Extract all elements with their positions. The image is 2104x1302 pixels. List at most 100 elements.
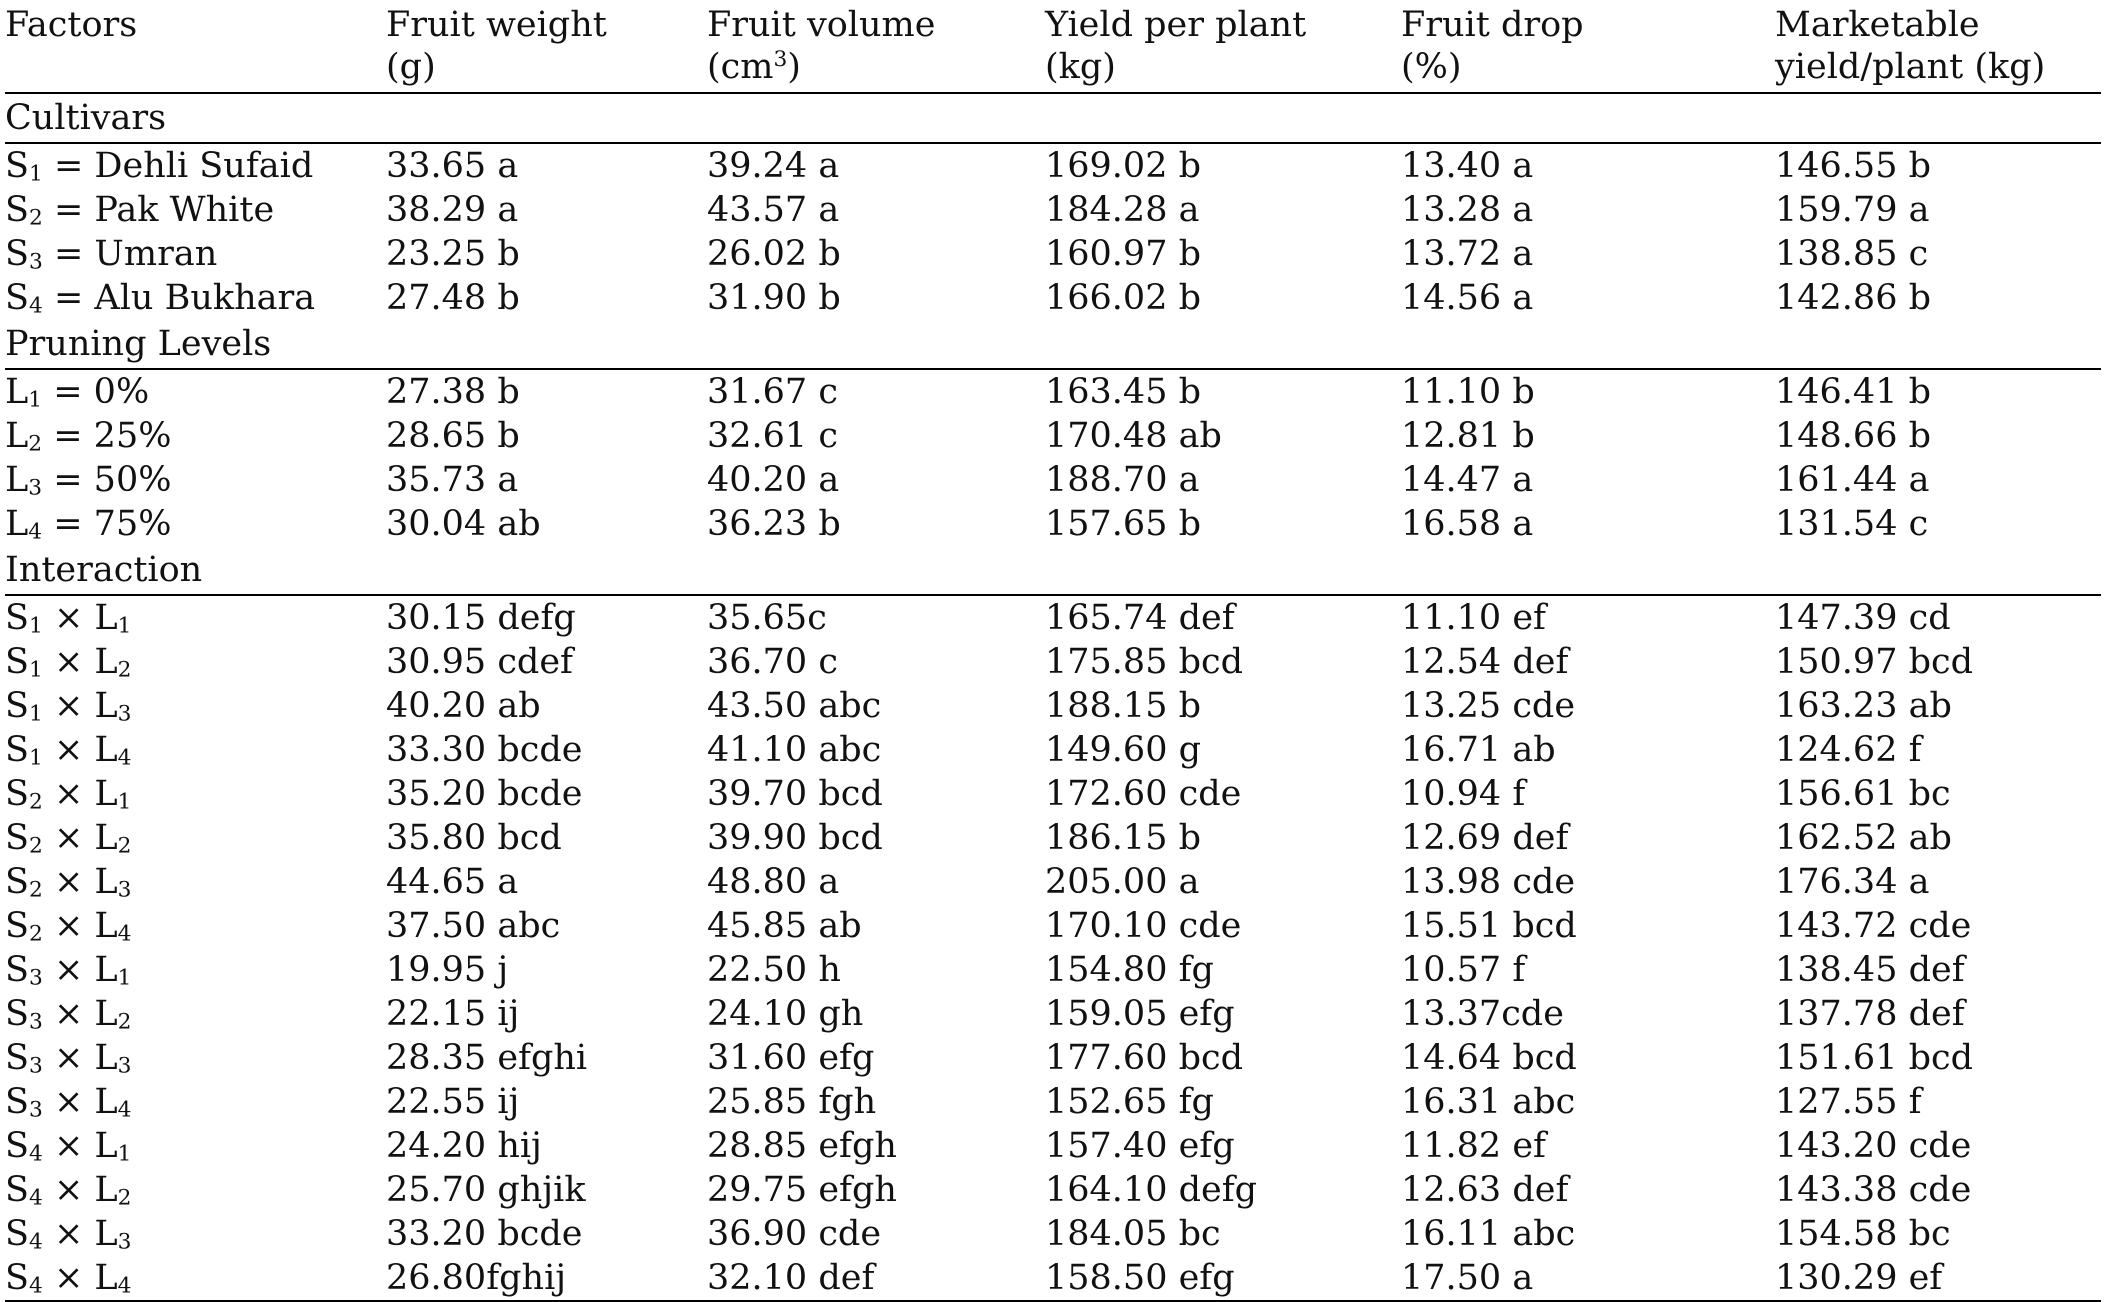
- value-cell: 39.24 a: [707, 146, 840, 186]
- value-cell: 169.02 b: [1045, 146, 1201, 186]
- value-cell: 48.80 a: [707, 862, 840, 902]
- table-row: S1 × L4 33.30 bcde 41.10 abc 149.60 g 16.71 …: [5, 728, 2101, 772]
- value-cell: 27.48 b: [386, 278, 520, 318]
- column-header-line2: (kg): [1045, 47, 1116, 87]
- factor-cell: L1 = 0%: [5, 372, 150, 413]
- value-cell: 13.28 a: [1401, 190, 1534, 230]
- value-cell: 35.20 bcde: [386, 774, 583, 814]
- value-cell: 16.71 ab: [1401, 730, 1556, 770]
- value-cell: 30.04 ab: [386, 504, 541, 544]
- column-header-line2: (cm3): [707, 47, 801, 87]
- value-cell: 26.80fghij: [386, 1258, 567, 1298]
- table-row: S4 = Alu Bukhara 27.48 b 31.90 b 166.02 b 14…: [5, 276, 2101, 320]
- table-row: L3 = 50% 35.73 a 40.20 a 188.70 a 14.47 a 161…: [5, 458, 2101, 502]
- value-cell: 172.60 cde: [1045, 774, 1242, 814]
- table-row: S1 × L3 40.20 ab 43.50 abc 188.15 b 13.25 cd…: [5, 684, 2101, 728]
- value-cell: 147.39 cd: [1775, 598, 1951, 638]
- value-cell: 127.55 f: [1775, 1082, 1922, 1122]
- value-cell: 161.44 a: [1775, 460, 1930, 500]
- value-cell: 160.97 b: [1045, 234, 1201, 274]
- section-title: Cultivars: [5, 98, 167, 138]
- factor-cell: S1 × L1: [5, 598, 132, 639]
- factor-cell: S4 = Alu Bukhara: [5, 278, 316, 319]
- value-cell: 15.51 bcd: [1401, 906, 1577, 946]
- factor-cell: L2 = 25%: [5, 416, 172, 457]
- section-heading-row: Cultivars: [5, 93, 2101, 143]
- factor-cell: S3 × L1: [5, 950, 132, 991]
- column-header-line2: (g): [386, 47, 436, 87]
- value-cell: 35.73 a: [386, 460, 519, 500]
- value-cell: 24.10 gh: [707, 994, 864, 1034]
- value-cell: 186.15 b: [1045, 818, 1201, 858]
- factor-cell: S3 × L4: [5, 1082, 132, 1123]
- value-cell: 39.70 bcd: [707, 774, 883, 814]
- value-cell: 23.25 b: [386, 234, 520, 274]
- value-cell: 184.05 bc: [1045, 1214, 1221, 1254]
- value-cell: 24.20 hij: [386, 1126, 542, 1166]
- factor-cell: S3 × L3: [5, 1038, 132, 1079]
- column-header-line1: Factors: [5, 5, 138, 45]
- results-table-container: Factors Fruit weight (g) Fruit volume (cm3) Y…: [5, 4, 2101, 1302]
- value-cell: 157.40 efg: [1045, 1126, 1235, 1166]
- value-cell: 31.67 c: [707, 372, 838, 412]
- value-cell: 14.64 bcd: [1401, 1038, 1577, 1078]
- value-cell: 137.78 def: [1775, 994, 1965, 1034]
- table-row: L1 = 0% 27.38 b 31.67 c 163.45 b 11.10 b 146.…: [5, 369, 2101, 414]
- column-header: Fruit volume (cm3): [707, 4, 1045, 93]
- value-cell: 33.65 a: [386, 146, 519, 186]
- factor-cell: S2 × L3: [5, 862, 132, 903]
- value-cell: 12.54 def: [1401, 642, 1569, 682]
- value-cell: 35.65c: [707, 598, 827, 638]
- value-cell: 164.10 defg: [1045, 1170, 1258, 1210]
- value-cell: 12.63 def: [1401, 1170, 1569, 1210]
- results-table: Factors Fruit weight (g) Fruit volume (cm3) Y…: [5, 4, 2101, 1302]
- value-cell: 151.61 bcd: [1775, 1038, 1974, 1078]
- section-title: Interaction: [5, 550, 203, 590]
- value-cell: 22.55 ij: [386, 1082, 520, 1122]
- value-cell: 40.20 a: [707, 460, 840, 500]
- value-cell: 14.47 a: [1401, 460, 1534, 500]
- value-cell: 157.65 b: [1045, 504, 1201, 544]
- table-header: Factors Fruit weight (g) Fruit volume (cm3) Y…: [5, 4, 2101, 93]
- value-cell: 35.80 bcd: [386, 818, 562, 858]
- factor-cell: S1 × L4: [5, 730, 132, 771]
- value-cell: 163.23 ab: [1775, 686, 1952, 726]
- factor-cell: S2 × L4: [5, 906, 132, 947]
- factor-cell: S2 × L2: [5, 818, 132, 859]
- factor-cell: S1 × L3: [5, 686, 132, 727]
- value-cell: 29.75 efgh: [707, 1170, 897, 1210]
- factor-cell: S1 × L2: [5, 642, 132, 683]
- value-cell: 36.23 b: [707, 504, 841, 544]
- value-cell: 37.50 abc: [386, 906, 561, 946]
- value-cell: 45.85 ab: [707, 906, 862, 946]
- value-cell: 33.30 bcde: [386, 730, 583, 770]
- table-row: S2 = Pak White 38.29 a 43.57 a 184.28 a 13.2…: [5, 188, 2101, 232]
- table-row: S4 × L3 33.20 bcde 36.90 cde 184.05 bc 16.11…: [5, 1212, 2101, 1256]
- value-cell: 10.94 f: [1401, 774, 1526, 814]
- value-cell: 17.50 a: [1401, 1258, 1534, 1298]
- value-cell: 13.40 a: [1401, 146, 1534, 186]
- value-cell: 28.85 efgh: [707, 1126, 897, 1166]
- value-cell: 25.85 fgh: [707, 1082, 877, 1122]
- value-cell: 152.65 fg: [1045, 1082, 1214, 1122]
- value-cell: 143.20 cde: [1775, 1126, 1972, 1166]
- table-row: S2 × L3 44.65 a 48.80 a 205.00 a 13.98 cde 17…: [5, 860, 2101, 904]
- value-cell: 11.10 b: [1401, 372, 1535, 412]
- value-cell: 44.65 a: [386, 862, 519, 902]
- column-header-line2: (%): [1401, 47, 1462, 87]
- value-cell: 28.35 efghi: [386, 1038, 588, 1078]
- value-cell: 148.66 b: [1775, 416, 1931, 456]
- column-header-line1: Fruit weight: [386, 5, 607, 45]
- value-cell: 22.50 h: [707, 950, 841, 990]
- value-cell: 184.28 a: [1045, 190, 1200, 230]
- value-cell: 146.41 b: [1775, 372, 1931, 412]
- factor-cell: S2 = Pak White: [5, 190, 275, 231]
- value-cell: 146.55 b: [1775, 146, 1931, 186]
- value-cell: 43.57 a: [707, 190, 840, 230]
- value-cell: 38.29 a: [386, 190, 519, 230]
- table-row: S2 × L1 35.20 bcde 39.70 bcd 172.60 cde 10.9…: [5, 772, 2101, 816]
- column-header-line1: Fruit drop: [1401, 5, 1584, 45]
- value-cell: 205.00 a: [1045, 862, 1200, 902]
- value-cell: 165.74 def: [1045, 598, 1235, 638]
- value-cell: 32.61 c: [707, 416, 838, 456]
